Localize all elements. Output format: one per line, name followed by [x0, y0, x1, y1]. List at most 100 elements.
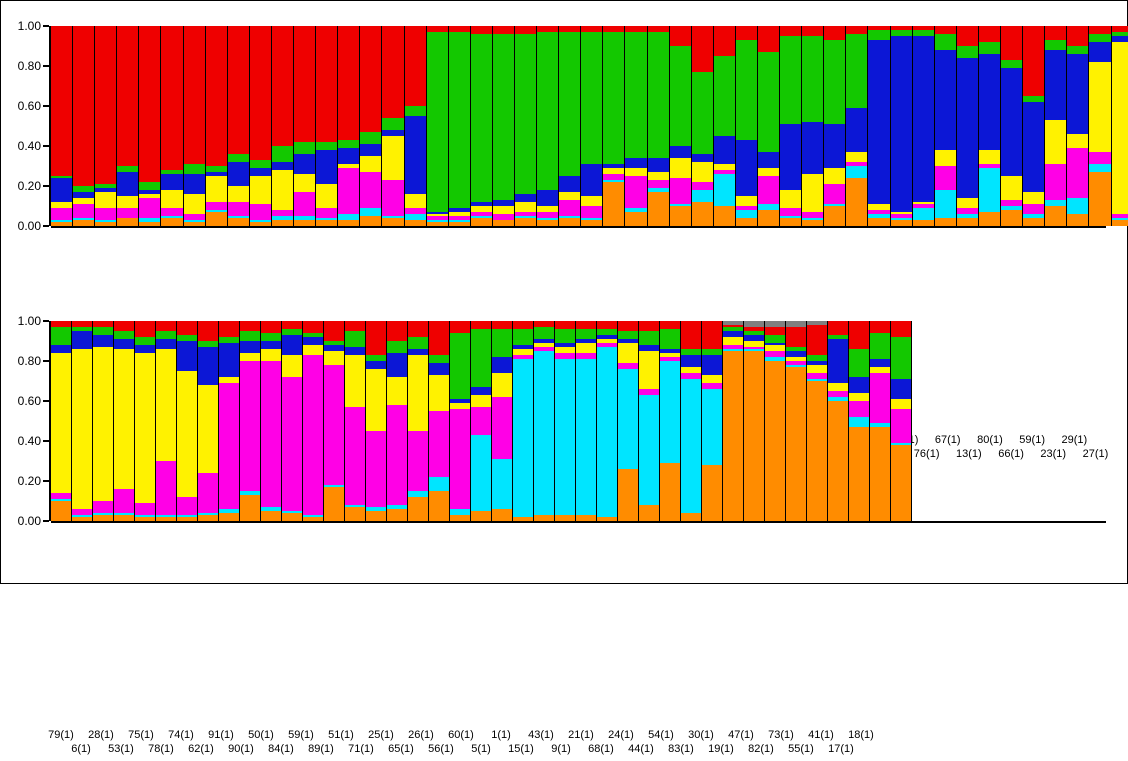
bar-segment: [114, 489, 134, 513]
bar-segment: [849, 427, 869, 521]
bar-segment: [471, 329, 491, 387]
bar-segment: [282, 513, 302, 521]
x-tick-label: 56(1): [428, 743, 454, 755]
bar-segment: [345, 507, 365, 521]
y-tick: [43, 185, 49, 187]
bar-segment: [228, 154, 249, 162]
bar-segment: [846, 108, 867, 152]
x-tick-label: 19(1): [708, 743, 734, 755]
x-tick-label: 26(1): [408, 729, 434, 741]
bar-segment: [670, 46, 691, 146]
stacked-bar: [366, 321, 387, 521]
stacked-bar: [802, 26, 824, 226]
bar-segment: [559, 218, 580, 226]
bar-segment: [576, 321, 596, 329]
bar-segment: [555, 321, 575, 329]
bar-segment: [849, 401, 869, 417]
bar-segment: [184, 26, 205, 164]
bar-segment: [744, 351, 764, 521]
bar-segment: [303, 345, 323, 355]
bar-segment: [1023, 26, 1044, 96]
bar-segment: [324, 351, 344, 365]
bar-segment: [828, 401, 848, 521]
bar-segment: [1023, 218, 1044, 226]
bar-segment: [824, 206, 845, 226]
bar-segment: [846, 152, 867, 162]
bar-segment: [219, 383, 239, 509]
bar-segment: [360, 216, 381, 226]
stacked-bar: [177, 321, 198, 521]
bar-segment: [891, 36, 912, 212]
bar-segment: [714, 56, 735, 136]
bar-segment: [1001, 68, 1022, 176]
bar-segment: [807, 381, 827, 521]
bar-segment: [250, 204, 271, 220]
bar-segment: [849, 417, 869, 427]
x-tick-label: 83(1): [668, 743, 694, 755]
stacked-bar: [387, 321, 408, 521]
bar-segment: [135, 345, 155, 353]
bar-segment: [723, 337, 743, 345]
y-tick-label: 0.20: [18, 474, 41, 488]
bar-segment: [405, 106, 426, 116]
y-tick-label: 1.00: [18, 314, 41, 328]
bar-segment: [492, 357, 512, 373]
bar-segment: [597, 347, 617, 517]
bar-segment: [492, 397, 512, 459]
stacked-bar: [1023, 26, 1045, 226]
bar-segment: [846, 26, 867, 34]
bar-segment: [272, 162, 293, 170]
bar-segment: [228, 218, 249, 226]
bar-segment: [846, 34, 867, 108]
x-tick-label: 28(1): [88, 729, 114, 741]
bar-segment: [206, 212, 227, 226]
stacked-bar: [891, 321, 912, 521]
bar-segment: [345, 331, 365, 347]
bar-segment: [979, 212, 1000, 226]
bar-segment: [51, 208, 72, 220]
stacked-bar: [935, 26, 957, 226]
bar-segment: [272, 26, 293, 146]
bar-segment: [1001, 26, 1022, 60]
x-tick-label: 73(1): [768, 729, 794, 741]
x-tick-label: 74(1): [168, 729, 194, 741]
bar-segment: [957, 58, 978, 198]
bar-segment: [382, 218, 403, 226]
bar-segment: [493, 206, 514, 214]
stacked-bar: [723, 321, 744, 521]
bar-segment: [603, 182, 624, 226]
bar-segment: [537, 190, 558, 206]
bar-segment: [758, 52, 779, 152]
bar-segment: [660, 329, 680, 349]
bar-segment: [639, 505, 659, 521]
bar-segment: [338, 168, 359, 214]
bar-segment: [228, 202, 249, 216]
bar-segment: [849, 393, 869, 401]
bar-segment: [303, 321, 323, 333]
bar-segment: [139, 198, 160, 218]
bar-segment: [250, 26, 271, 160]
bar-segment: [492, 509, 512, 521]
bar-segment: [316, 184, 337, 208]
y-tick: [43, 105, 49, 107]
bar-segment: [913, 36, 934, 202]
bar-segment: [51, 501, 71, 521]
bar-segment: [639, 321, 659, 331]
bar-segment: [316, 208, 337, 218]
stacked-bar: [828, 321, 849, 521]
y-tick: [43, 320, 49, 322]
stacked-bar: [492, 321, 513, 521]
bar-segment: [93, 501, 113, 513]
stacked-bar: [537, 26, 559, 226]
bar-segment: [408, 355, 428, 431]
stacked-bar: [891, 26, 913, 226]
bar-segment: [219, 343, 239, 377]
bar-segment: [736, 218, 757, 226]
stacked-bar: [135, 321, 156, 521]
stacked-bar: [360, 26, 382, 226]
stacked-bar: [648, 26, 670, 226]
x-tick-label: 25(1): [368, 729, 394, 741]
bar-segment: [261, 333, 281, 341]
bar-segment: [534, 351, 554, 515]
bar-segment: [828, 321, 848, 335]
